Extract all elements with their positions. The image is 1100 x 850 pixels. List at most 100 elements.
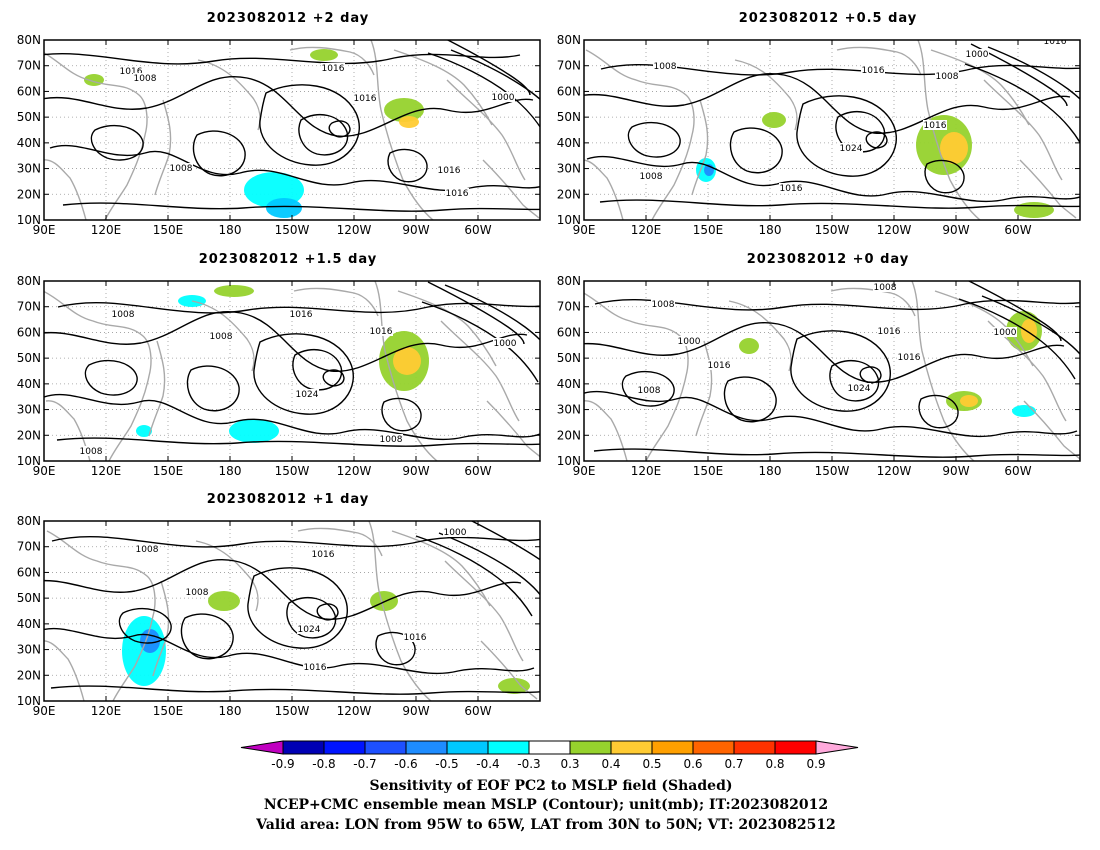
lat-tick-label: 40N (17, 136, 41, 150)
lon-tick-label: 90W (402, 223, 429, 237)
lon-tick-label: 120E (91, 464, 122, 478)
mslp-contour (375, 631, 416, 666)
coastline (297, 527, 383, 557)
lon-tick-label: 150E (153, 223, 184, 237)
coastline (46, 530, 156, 701)
lat-tick-label: 70N (17, 59, 41, 73)
mslp-contour (90, 124, 144, 161)
mslp-contour (987, 46, 1080, 100)
contour-label: 1008 (652, 300, 675, 310)
contour-label: 1000 (994, 328, 1017, 338)
map-panel: 2023082012 +1.5 day 1008 1016 1008 1016 1000 1… (17, 252, 541, 478)
mslp-contour (594, 299, 1080, 311)
sensitivity-shade (229, 419, 279, 443)
coastline (585, 49, 695, 220)
mslp-contour (470, 521, 540, 561)
coastline (480, 640, 538, 700)
lon-tick-label: 180 (759, 464, 782, 478)
lat-tick-label: 30N (17, 403, 41, 417)
contour-label: 1024 (848, 384, 871, 394)
contour-label: 1016 (878, 327, 901, 337)
contour-label: 1016 (862, 66, 885, 76)
mslp-contour (247, 567, 348, 649)
coastline (391, 530, 491, 607)
contour-label: 1008 (136, 545, 159, 555)
mslp-contour (970, 43, 1068, 107)
lat-tick-label: 60N (17, 325, 41, 339)
mslp-contour (44, 559, 522, 620)
coastline (368, 521, 432, 701)
lat-tick-label: 20N (557, 187, 581, 201)
mslp-contour (584, 73, 1071, 134)
contour-label: 1008 (638, 386, 661, 396)
lon-tick-label: 120W (337, 464, 372, 478)
colorbar-swatch (610, 740, 653, 755)
colorbar-swatch (569, 740, 612, 755)
mslp-contour (44, 311, 528, 372)
lat-tick-label: 70N (17, 300, 41, 314)
coastline (440, 320, 520, 422)
sensitivity-shade (1021, 319, 1037, 343)
colorbar-tick-label: -0.6 (394, 757, 417, 771)
sensitivity-shade (266, 198, 302, 218)
lat-tick-label: 30N (17, 643, 41, 657)
sensitivity-shade (310, 49, 338, 61)
mslp-contour (924, 159, 965, 194)
lon-tick-label: 180 (219, 223, 242, 237)
coastline (393, 49, 493, 126)
contour-label: 1000 (494, 339, 517, 349)
sensitivity-shade (960, 395, 978, 407)
mslp-contour (44, 627, 535, 675)
lat-tick-label: 30N (557, 162, 581, 176)
mslp-contour (586, 155, 1080, 203)
contour-label: 1008 (936, 72, 959, 82)
coastline (293, 287, 379, 317)
mslp-contour (56, 437, 540, 447)
mslp-contour (729, 127, 783, 174)
colorbar-tick-label: 0.8 (765, 757, 784, 771)
colorbar-swatch (364, 740, 407, 755)
lon-tick-label: 150E (153, 464, 184, 478)
mslp-contour (593, 448, 1080, 458)
lon-tick-label: 150W (815, 464, 850, 478)
mslp-contour (584, 322, 1065, 383)
contour-label: 1016 (708, 361, 731, 371)
colorbar-left-arrow (240, 740, 284, 755)
sensitivity-shade (208, 591, 240, 611)
mslp-contour (958, 298, 1076, 380)
contour-label: 1008 (210, 332, 233, 342)
colorbar-tick-label: -0.5 (435, 757, 458, 771)
colorbar-swatch (774, 740, 817, 755)
lat-tick-label: 70N (17, 540, 41, 554)
lat-tick-label: 60N (17, 565, 41, 579)
contour-label: 1016 (438, 166, 461, 176)
mslp-contour (298, 113, 349, 156)
mslp-contour (859, 366, 882, 384)
lat-tick-label: 50N (17, 591, 41, 605)
lon-tick-label: 150W (275, 464, 310, 478)
sensitivity-shade (370, 591, 398, 611)
lat-tick-label: 50N (557, 351, 581, 365)
lon-tick-label: 120E (91, 704, 122, 718)
lon-tick-label: 60W (464, 464, 491, 478)
coastline (482, 159, 540, 219)
mslp-contour (50, 685, 540, 695)
lon-tick-label: 90E (33, 704, 56, 718)
mslp-contour (387, 148, 428, 183)
colorbar-swatch (487, 740, 530, 755)
colorbar-tick-label: -0.8 (312, 757, 335, 771)
lat-tick-label: 10N (17, 454, 41, 468)
sensitivity-shade (399, 116, 419, 128)
lon-tick-label: 150E (693, 223, 724, 237)
lon-tick-label: 120W (337, 223, 372, 237)
colorbar-tick-label: -0.7 (353, 757, 376, 771)
contour-label: 1008 (170, 164, 193, 174)
coastline (917, 40, 981, 220)
lat-tick-label: 40N (557, 377, 581, 391)
contour-label: 1016 (404, 633, 427, 643)
lon-tick-label: 90W (402, 464, 429, 478)
colorbar-tick-label: -0.4 (476, 757, 499, 771)
colorbar-tick-label: 0.3 (560, 757, 579, 771)
coastline (728, 300, 792, 372)
